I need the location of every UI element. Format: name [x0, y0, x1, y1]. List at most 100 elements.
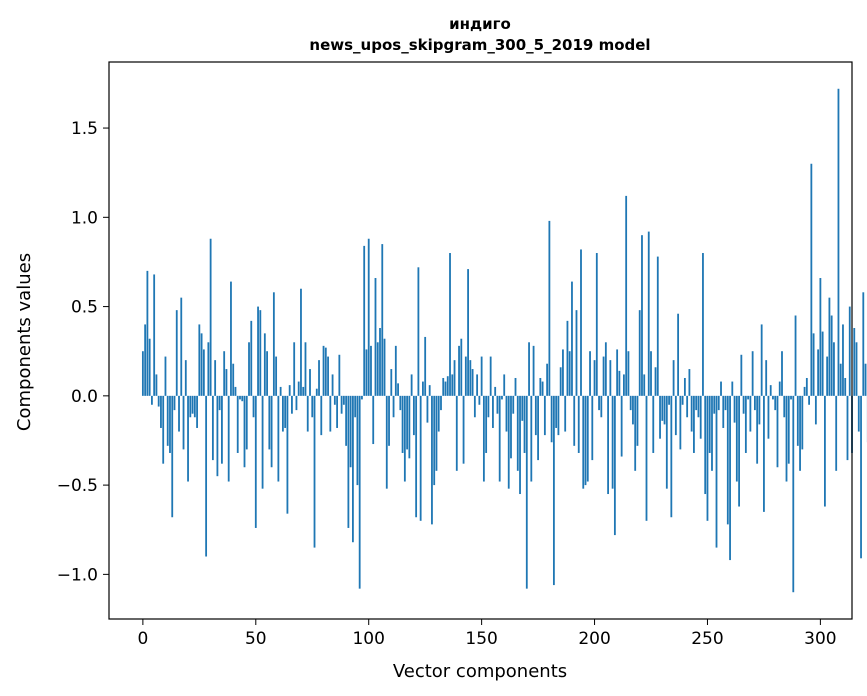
- bar-303: [826, 356, 829, 396]
- bar-44: [241, 395, 244, 402]
- bar-160: [503, 374, 506, 396]
- bar-151: [482, 395, 485, 482]
- bar-35: [221, 395, 223, 464]
- bar-76: [313, 395, 316, 548]
- bar-187: [564, 395, 567, 432]
- bar-67: [293, 342, 296, 396]
- bar-115: [401, 395, 404, 453]
- bar-88: [340, 395, 343, 414]
- bar-161: [505, 395, 508, 432]
- bar-289: [794, 315, 797, 396]
- bar-112: [394, 345, 397, 396]
- bar-294: [805, 377, 808, 396]
- bar-113: [397, 383, 399, 396]
- bar-30: [209, 238, 212, 396]
- bar-102: [372, 395, 375, 445]
- bar-287: [790, 395, 792, 400]
- bar-47: [248, 342, 250, 396]
- bar-313: [848, 306, 851, 396]
- bar-110: [390, 369, 393, 396]
- bar-12: [169, 395, 171, 453]
- bar-111: [392, 395, 395, 418]
- bar-89: [342, 395, 345, 405]
- bar-50: [254, 395, 257, 528]
- bar-55: [266, 351, 268, 396]
- bar-253: [713, 395, 716, 414]
- bar-227: [654, 367, 657, 396]
- bar-54: [263, 333, 266, 396]
- y-tick-label: −1.0: [57, 565, 98, 585]
- bar-104: [376, 342, 379, 396]
- y-axis-label: Components values: [14, 253, 35, 431]
- bar-168: [521, 395, 524, 421]
- bar-182: [552, 395, 555, 586]
- bar-27: [202, 349, 205, 396]
- bar-131: [437, 395, 440, 432]
- bar-70: [300, 288, 302, 396]
- bar-141: [460, 338, 463, 396]
- bar-95: [356, 395, 359, 486]
- bar-231: [663, 395, 666, 425]
- bar-24: [196, 395, 198, 428]
- bar-214: [625, 195, 628, 396]
- bar-308: [837, 88, 840, 396]
- bar-237: [677, 313, 680, 396]
- bar-71: [302, 386, 305, 396]
- bar-79: [320, 395, 323, 436]
- bar-39: [230, 281, 232, 396]
- bar-229: [659, 395, 661, 439]
- bar-147: [473, 395, 476, 418]
- bar-18: [182, 395, 185, 450]
- bar-19: [184, 360, 187, 396]
- bar-38: [227, 395, 230, 482]
- bar-188: [566, 320, 569, 396]
- bar-243: [690, 395, 693, 432]
- bar-23: [193, 395, 196, 418]
- bar-173: [532, 345, 535, 396]
- bar-137: [451, 374, 454, 396]
- bar-78: [318, 360, 320, 396]
- bar-127: [428, 385, 431, 396]
- x-tick-label: 300: [804, 629, 836, 649]
- bar-48: [250, 320, 253, 396]
- bar-154: [489, 356, 492, 396]
- bar-208: [611, 395, 614, 489]
- bar-254: [715, 395, 718, 548]
- bar-73: [306, 395, 309, 432]
- bar-310: [842, 324, 844, 396]
- bar-80: [322, 345, 325, 396]
- bar-83: [329, 395, 332, 432]
- bar-297: [812, 333, 815, 396]
- bar-220: [638, 310, 641, 396]
- bar-200: [593, 360, 596, 396]
- bar-181: [550, 395, 553, 443]
- bar-82: [327, 356, 329, 396]
- bar-252: [711, 395, 713, 471]
- bar-5: [153, 274, 156, 396]
- bar-306: [833, 342, 835, 396]
- bar-81: [324, 347, 327, 396]
- bar-41: [234, 386, 237, 396]
- bar-300: [819, 278, 822, 396]
- bar-22: [191, 395, 194, 414]
- bar-270: [751, 351, 754, 396]
- bar-262: [733, 395, 736, 423]
- bar-274: [760, 324, 763, 396]
- bar-96: [358, 395, 361, 589]
- bar-57: [270, 395, 273, 468]
- bar-271: [753, 395, 756, 411]
- bars-group: [141, 88, 867, 593]
- bar-238: [679, 395, 682, 450]
- bar-138: [453, 360, 456, 396]
- bar-72: [304, 342, 307, 396]
- bar-203: [600, 395, 603, 418]
- bar-120: [412, 395, 415, 436]
- bar-94: [354, 395, 357, 418]
- bar-87: [338, 354, 341, 396]
- bar-201: [595, 253, 598, 396]
- bar-4: [151, 395, 153, 405]
- bar-164: [512, 395, 515, 414]
- bar-152: [485, 395, 488, 453]
- y-tick-label: 0.0: [71, 387, 98, 407]
- bar-86: [336, 395, 338, 428]
